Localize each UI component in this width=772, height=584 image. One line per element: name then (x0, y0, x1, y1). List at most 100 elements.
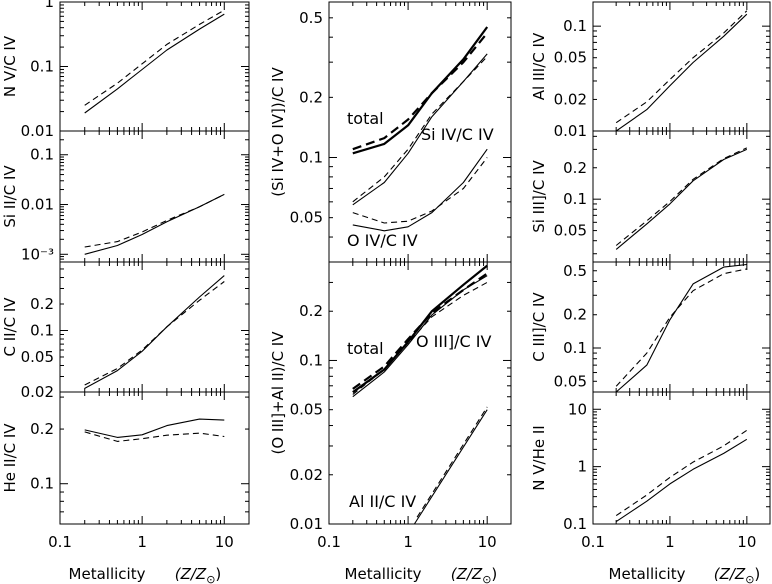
y-axis-label: Si II/C IV (1, 165, 19, 228)
x-axis-label-right: Metallicity (609, 565, 686, 583)
y-tick-label: 10 (568, 400, 587, 418)
panel-ciii_civ: 0.5 0.2 0.1 0.05 C III]/C IV (530, 261, 771, 393)
y-tick-label: 0.01 (21, 122, 54, 140)
y-axis-label: (Si IV+O IV])/C IV (269, 67, 287, 197)
series-line (84, 193, 225, 255)
series-line (84, 418, 225, 438)
series-line (615, 268, 747, 387)
y-axis-label: Si III]/C IV (530, 159, 548, 232)
panel-frame (592, 391, 771, 525)
y-tick-label: 0.1 (563, 190, 587, 208)
panel-cii_civ: 0.2 0.1 0.05 0.02 C II/C IV (1, 261, 250, 401)
y-tick-label: 1 (44, 0, 54, 11)
y-tick-label: 0.01 (290, 515, 323, 533)
y-tick-label: 0.2 (30, 295, 54, 313)
y-tick-label: 0.05 (554, 372, 587, 390)
x-axis-label-middle: Metallicity (345, 565, 422, 583)
series-line (416, 406, 488, 518)
y-axis-label: C III]/C IV (530, 292, 548, 362)
series-line (615, 429, 748, 517)
panel-heii_civ: 0.2 0.1 He II/C IV (1, 391, 250, 525)
y-tick-label: 10⁻³ (21, 245, 54, 263)
x-tick-label: 0.1 (581, 533, 605, 551)
annotation-label: total (347, 339, 384, 358)
panel-frame (592, 261, 771, 393)
panel-frame (592, 1, 771, 132)
series-line (352, 148, 488, 232)
annotation-label: O IV/C IV (347, 231, 418, 250)
y-tick-label: 0.2 (30, 420, 54, 438)
series-line (615, 438, 748, 523)
y-tick-label: 0.1 (299, 149, 323, 167)
y-tick-label: 0.01 (21, 196, 54, 214)
y-tick-label: 0.1 (563, 515, 587, 533)
x-axis-label-math: (Z/Z⊙) (714, 565, 761, 584)
x-axis-label-math: (Z/Z⊙) (175, 565, 222, 584)
panel-aliii_civ: 0.1 0.05 0.02 0.01 Al III/C IV (530, 1, 771, 140)
panel-siiii_civ: 0.2 0.1 0.05 Si III]/C IV (530, 130, 771, 263)
series-line (352, 26, 489, 155)
series-line (352, 281, 488, 395)
y-axis-label: (O III]+Al II)/C IV (269, 331, 287, 455)
series-line (84, 275, 225, 389)
series-line (84, 281, 225, 386)
y-tick-label: 0.02 (554, 90, 587, 108)
x-tick-label: 10 (737, 533, 756, 551)
panel-si_o_civ: 0.5 0.2 0.1 0.05(Si IV+O IV])/C IV total Si I… (269, 1, 512, 263)
x-tick-label: 1 (403, 533, 413, 551)
panel-frame (328, 261, 512, 525)
y-tick-label: 0.1 (30, 146, 54, 164)
y-tick-label: 0.1 (563, 17, 587, 35)
x-tick-label: 0.1 (48, 533, 72, 551)
series-line (615, 13, 748, 132)
y-tick-label: 0.5 (299, 9, 323, 27)
y-axis-label: He II/C IV (1, 423, 19, 493)
annotation-label: O III]/C IV (416, 332, 491, 351)
annotation-label: total (347, 109, 384, 128)
y-tick-label: 0.05 (290, 401, 323, 419)
y-tick-label: 0.2 (563, 159, 587, 177)
series-line (615, 263, 747, 393)
panel-frame (59, 261, 250, 393)
series-line (413, 409, 488, 525)
series-line (615, 147, 748, 246)
series-line (352, 56, 488, 203)
panel-frame (59, 391, 250, 525)
y-tick-label: 0.2 (299, 88, 323, 106)
y-tick-label: 0.05 (554, 222, 587, 240)
y-tick-label: 0.05 (21, 348, 54, 366)
series-line (84, 193, 225, 248)
y-tick-label: 0.2 (299, 302, 323, 320)
y-tick-label: 0.1 (299, 351, 323, 369)
y-tick-label: 0.5 (563, 262, 587, 280)
panel-frame (59, 1, 250, 132)
y-tick-label: 0.01 (554, 122, 587, 140)
series-line (84, 13, 225, 114)
x-tick-label: 1 (665, 533, 675, 551)
y-tick-label: 0.1 (563, 339, 587, 357)
y-tick-label: 0.1 (30, 321, 54, 339)
y-axis-label: N V/C IV (1, 35, 19, 97)
y-tick-label: 0.1 (30, 475, 54, 493)
x-axis-label-left: Metallicity (69, 565, 146, 583)
y-tick-label: 0.05 (290, 209, 323, 227)
series-line (84, 9, 225, 106)
panel-nv_heii: 10 1 0.1 N V/He II (530, 391, 771, 533)
y-tick-label: 0.02 (290, 466, 323, 484)
y-tick-label: 0.2 (563, 306, 587, 324)
x-tick-label: 0.1 (317, 533, 341, 551)
y-tick-label: 0.02 (21, 383, 54, 401)
panel-nv_civ: 1 0.1 0.01 N V/C IV (1, 0, 250, 140)
series-line (615, 148, 748, 250)
panel-siii_civ: 0.1 0.01 10⁻³Si II/C IV (1, 130, 250, 263)
y-axis-label: C II/C IV (1, 297, 19, 357)
y-tick-label: 1 (577, 458, 587, 476)
y-tick-label: 0.1 (30, 58, 54, 76)
x-tick-label: 1 (137, 533, 147, 551)
series-line (615, 10, 748, 124)
y-axis-label: N V/He II (530, 425, 548, 490)
x-tick-label: 10 (478, 533, 497, 551)
panel-oiii_alii_civ: 0.2 0.1 0.05 0.02 0.01 (O III]+Al II)/C IV tot… (269, 261, 512, 533)
x-axis-label-math: (Z/Z⊙) (451, 565, 498, 584)
